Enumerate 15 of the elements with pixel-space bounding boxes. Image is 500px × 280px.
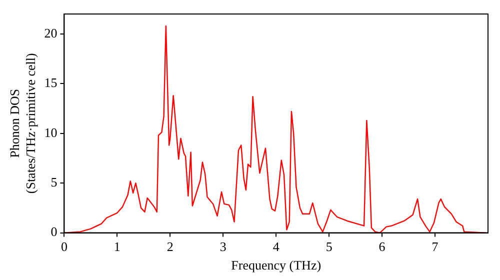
y-tick-label: 15: [44, 75, 58, 90]
x-tick-label: 4: [272, 239, 280, 254]
x-tick-label: 0: [60, 239, 68, 254]
x-tick-label: 2: [166, 239, 174, 254]
x-tick-label: 1: [114, 239, 120, 254]
x-axis-title: Frequency (THz): [231, 258, 322, 273]
y-tick-label: 5: [50, 174, 58, 190]
y-tick-label: 20: [44, 25, 58, 40]
x-tick-label: 7: [432, 239, 439, 254]
x-tick-label: 5: [326, 239, 332, 254]
x-tick-label: 3: [220, 239, 226, 254]
y-tick-label: 0: [50, 224, 58, 240]
x-tick-label: 6: [378, 239, 386, 254]
y-axis-title: Phonon DOS (States/THz·primitive cell): [7, 53, 38, 194]
y-tick-label: 10: [44, 124, 58, 140]
